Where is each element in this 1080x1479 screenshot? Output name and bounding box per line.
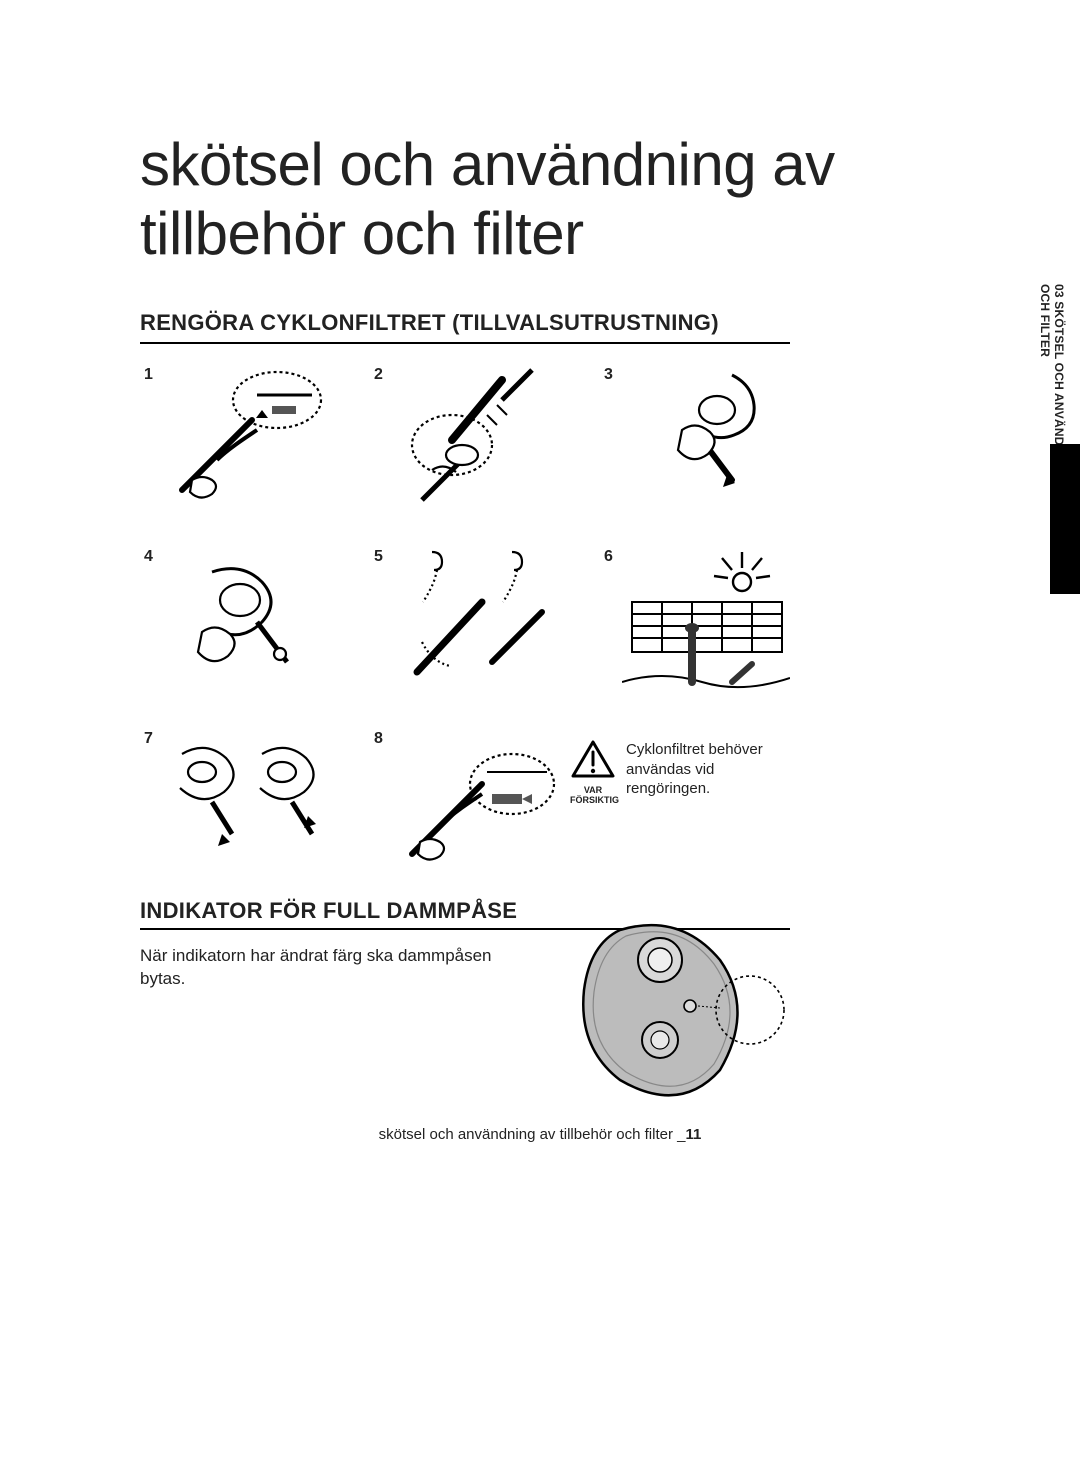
step-8: 8 xyxy=(370,724,560,874)
step-illustration xyxy=(162,360,330,510)
footer-text: skötsel och användning av tillbehör och … xyxy=(379,1126,686,1143)
side-tab: 03 SKÖTSEL OCH ANVÄNDNING AV TILLBEHÖR O… xyxy=(1036,284,1080,624)
step-illustration xyxy=(162,542,330,692)
step-illustration xyxy=(622,542,790,692)
step-number: 6 xyxy=(604,548,613,566)
step-4: 4 xyxy=(140,542,330,692)
caution-label: VAR FÖRSIKTIG xyxy=(570,785,616,805)
step-number: 1 xyxy=(144,366,153,384)
step-2: 2 xyxy=(370,360,560,510)
page-footer: skötsel och användning av tillbehör och … xyxy=(0,1126,1080,1143)
cyclone-steps-grid: 1 2 xyxy=(140,360,790,906)
step-illustration xyxy=(392,724,560,874)
warning-icon: VAR FÖRSIKTIG xyxy=(570,740,616,805)
indicator-body-text: När indikatorn har ändrat färg ska dammp… xyxy=(140,945,520,991)
step-illustration xyxy=(162,724,330,874)
section-heading-indicator: INDIKATOR FÖR FULL DAMMPÅSE xyxy=(140,898,517,924)
step-illustration xyxy=(622,360,790,510)
step-number: 3 xyxy=(604,366,613,384)
side-tab-marker xyxy=(1050,444,1080,594)
indicator-figure xyxy=(560,920,790,1100)
step-illustration xyxy=(392,360,560,510)
step-6: 6 xyxy=(600,542,790,692)
step-number: 2 xyxy=(374,366,383,384)
section-rule-1 xyxy=(140,342,790,344)
step-number: 4 xyxy=(144,548,153,566)
step-1: 1 xyxy=(140,360,330,510)
page: skötsel och användning av tillbehör och … xyxy=(0,0,1080,1479)
step-row: 1 2 xyxy=(140,360,790,510)
caution-box: VAR FÖRSIKTIG Cyklonfiltret behöver anvä… xyxy=(570,740,800,805)
caution-text: Cyklonfiltret behöver användas vid rengö… xyxy=(626,740,800,799)
step-illustration xyxy=(392,542,560,692)
step-number: 8 xyxy=(374,730,383,748)
step-number: 7 xyxy=(144,730,153,748)
footer-page-number: 11 xyxy=(686,1126,702,1143)
step-number: 5 xyxy=(374,548,383,566)
step-3: 3 xyxy=(600,360,790,510)
step-7: 7 xyxy=(140,724,330,874)
section-heading-cyclone: RENGÖRA CYKLONFILTRET (TILLVALSUTRUSTNIN… xyxy=(140,310,719,336)
step-5: 5 xyxy=(370,542,560,692)
page-title: skötsel och användning av tillbehör och … xyxy=(140,130,900,268)
step-row: 4 5 xyxy=(140,542,790,692)
